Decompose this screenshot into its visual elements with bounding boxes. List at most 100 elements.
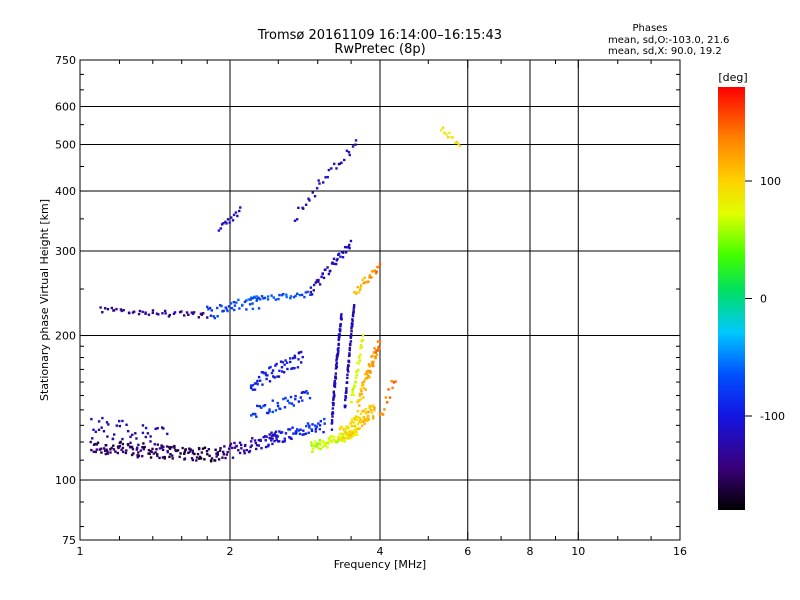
data-point <box>239 206 242 209</box>
data-point <box>369 408 373 412</box>
data-point <box>253 439 257 442</box>
data-point <box>330 167 333 170</box>
data-point <box>376 349 380 352</box>
data-point <box>280 294 284 297</box>
data-point <box>288 401 291 405</box>
data-point <box>161 312 164 315</box>
data-point <box>243 300 247 304</box>
data-point <box>249 440 253 443</box>
data-point <box>367 417 370 421</box>
data-point <box>275 362 278 366</box>
data-point <box>348 153 351 157</box>
data-point <box>242 449 246 452</box>
data-point <box>99 447 103 451</box>
data-point <box>255 415 258 418</box>
data-point <box>216 453 220 456</box>
data-point <box>299 350 303 354</box>
data-point <box>303 295 306 299</box>
data-point <box>335 167 338 170</box>
data-point <box>271 433 275 437</box>
data-point <box>359 387 362 391</box>
data-point <box>351 314 355 318</box>
data-point <box>365 372 369 376</box>
data-point <box>240 447 243 450</box>
data-point <box>356 285 359 289</box>
data-point <box>103 449 107 452</box>
data-point <box>345 246 349 249</box>
data-point <box>358 288 362 292</box>
data-points <box>89 126 462 463</box>
data-point <box>317 280 320 284</box>
data-point <box>251 384 255 387</box>
data-point <box>314 281 317 284</box>
data-point <box>301 355 304 359</box>
data-point <box>142 442 145 445</box>
data-point <box>129 435 132 439</box>
data-point <box>392 381 396 384</box>
data-point <box>268 436 271 440</box>
data-point <box>283 406 287 409</box>
data-point <box>336 257 339 261</box>
data-point <box>287 428 290 431</box>
data-point <box>266 411 270 415</box>
data-point <box>345 425 348 428</box>
data-point <box>333 385 337 388</box>
data-point <box>332 435 336 439</box>
data-point <box>319 420 323 423</box>
data-point <box>458 144 462 148</box>
data-point <box>253 382 257 385</box>
data-point <box>263 372 266 375</box>
data-point <box>351 322 354 325</box>
data-point <box>263 435 267 438</box>
axis-ticks: 1 2 4 6 8 10 16 75 100 200 300 400 500 600 750 <box>55 54 687 558</box>
data-point <box>319 443 322 446</box>
data-point <box>362 416 365 419</box>
data-point <box>346 376 349 380</box>
data-point <box>223 445 226 448</box>
data-point <box>335 262 338 266</box>
data-point <box>129 445 132 449</box>
data-point <box>347 437 350 441</box>
data-point <box>101 311 104 314</box>
phases-stats-x: mean, sd,X: 90.0, 19.2 <box>608 46 722 57</box>
x-tick-label: 16 <box>673 545 687 558</box>
data-point <box>160 446 163 450</box>
data-point <box>200 451 204 454</box>
data-point <box>455 141 459 144</box>
data-point <box>326 266 329 269</box>
data-point <box>298 293 301 297</box>
data-point <box>309 290 313 294</box>
data-point <box>448 131 451 135</box>
phases-title: Phases <box>632 23 667 34</box>
data-point <box>339 436 343 440</box>
data-point <box>175 449 178 453</box>
data-point <box>314 427 318 430</box>
data-point <box>345 436 348 440</box>
data-point <box>256 298 259 301</box>
data-point <box>332 390 336 393</box>
data-point <box>171 457 174 460</box>
data-point <box>328 440 331 443</box>
data-point <box>317 278 320 282</box>
data-point <box>136 446 139 449</box>
data-point <box>227 447 231 450</box>
data-point <box>233 441 236 445</box>
data-point <box>336 352 340 355</box>
data-point <box>302 207 305 210</box>
data-point <box>96 441 100 444</box>
data-point <box>357 291 360 294</box>
y-tick-label: 600 <box>55 101 76 114</box>
data-point <box>271 369 275 372</box>
data-point <box>276 435 280 438</box>
data-point <box>351 324 354 328</box>
data-point <box>370 360 374 364</box>
data-point <box>295 428 299 431</box>
data-point <box>292 432 295 435</box>
data-point <box>335 361 338 365</box>
data-point <box>258 405 261 408</box>
data-point <box>343 440 346 443</box>
data-point <box>342 428 346 432</box>
data-point <box>321 445 325 449</box>
data-point <box>166 445 169 448</box>
data-point <box>134 432 137 435</box>
